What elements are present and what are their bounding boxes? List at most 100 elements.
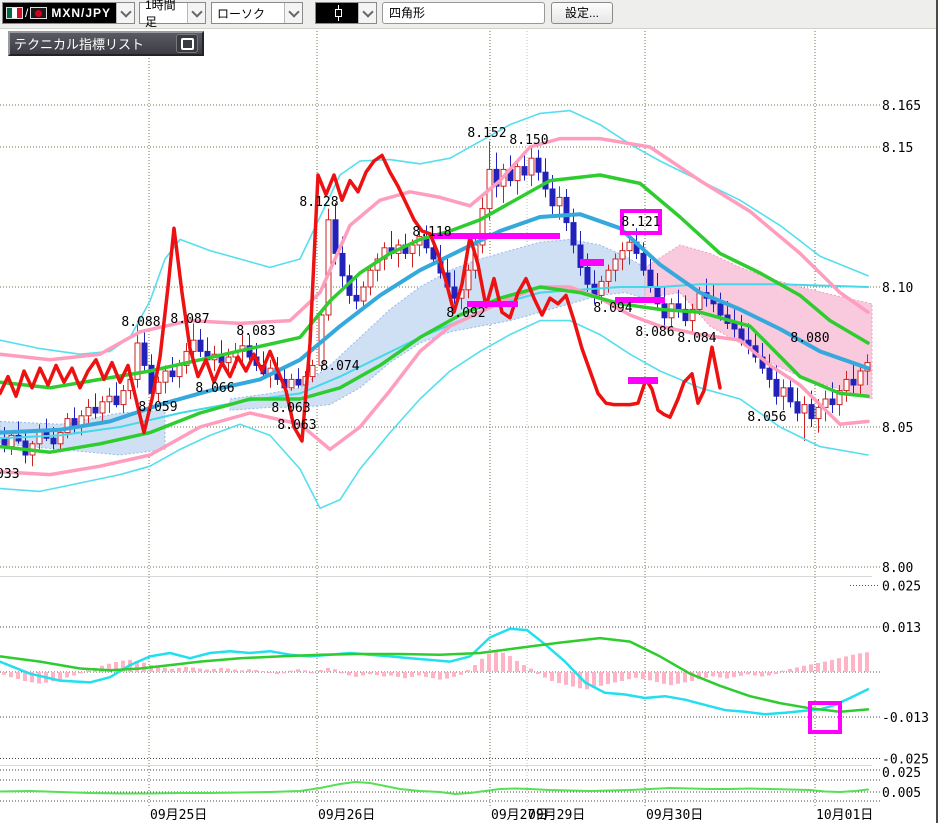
candle	[295, 378, 302, 386]
drawn-horizontal-bar[interactable]	[467, 301, 518, 307]
candle	[451, 286, 458, 299]
annotation-label: 8.083	[236, 324, 275, 339]
macd-histogram	[2, 651, 869, 690]
svg-text:09月29日: 09月29日	[528, 808, 585, 823]
currency-pair-value: MXN/JPY	[51, 6, 112, 20]
candle	[409, 244, 416, 254]
price-annotations: 8.033 8.088 8.059 8.087 8.083 8.066 8.063 8.063…	[0, 126, 830, 482]
candle	[176, 364, 183, 378]
candle	[815, 406, 822, 420]
candle	[640, 252, 647, 271]
svg-text:09月25日: 09月25日	[150, 808, 207, 823]
restore-button[interactable]	[176, 34, 198, 53]
candle	[829, 398, 836, 406]
panel-title: テクニカル指標リスト	[14, 37, 145, 52]
svg-text:0.025: 0.025	[882, 766, 921, 781]
macd-gridlines	[0, 585, 880, 759]
shape-name-field[interactable]: 四角形	[382, 2, 545, 24]
settings-button[interactable]: 設定...	[551, 2, 613, 24]
candle	[353, 294, 360, 302]
candle	[332, 219, 339, 254]
svg-text:8.15: 8.15	[882, 141, 913, 156]
drawn-rectangle[interactable]	[808, 701, 842, 734]
chart-type-chevron-down-icon[interactable]	[284, 3, 302, 23]
candle	[113, 395, 120, 406]
candle	[225, 356, 232, 364]
drawn-horizontal-bar[interactable]	[628, 377, 658, 384]
candle	[787, 387, 794, 403]
annotation-label: 8.059	[138, 400, 177, 415]
chart-type-select[interactable]: ローソク	[211, 2, 303, 24]
drawing-tool-select[interactable]	[315, 2, 377, 24]
sub-gridlines	[0, 769, 880, 802]
macd-line-line	[0, 627, 870, 716]
candle	[99, 401, 106, 414]
svg-text:0.025: 0.025	[882, 580, 921, 595]
drawn-horizontal-bar[interactable]	[615, 297, 665, 303]
ma-cyan-mid-line	[0, 283, 869, 440]
svg-text:09月30日: 09月30日	[646, 808, 703, 823]
candle	[288, 378, 295, 389]
drawn-rectangle[interactable]	[620, 209, 662, 235]
timeframe-value: 1時間足	[145, 0, 176, 29]
band-pink-upper-line	[0, 136, 870, 362]
candle	[521, 166, 528, 176]
candlestick-icon	[334, 5, 343, 21]
currency-pair-select[interactable]: / MXN/JPY	[2, 2, 135, 24]
candle	[717, 303, 724, 316]
chart-type-value: ローソク	[217, 6, 266, 21]
annotation-label: 8.118	[412, 225, 451, 240]
candle	[493, 168, 500, 187]
band-green-upper-line	[0, 173, 870, 390]
candle	[57, 432, 64, 445]
candle	[626, 241, 633, 252]
user-drawings[interactable]	[433, 209, 842, 734]
candle	[106, 395, 113, 403]
candle	[577, 244, 584, 268]
drawn-horizontal-bar[interactable]	[433, 233, 560, 239]
ma-blue-thick-line	[0, 212, 870, 435]
drawn-horizontal-bar[interactable]	[580, 259, 604, 266]
annotation-label: 8.074	[320, 359, 359, 374]
svg-text:09月26日: 09月26日	[318, 808, 375, 823]
timeframe-chevron-down-icon[interactable]	[187, 3, 205, 23]
red-zigzag-line	[0, 153, 722, 443]
restore-icon	[180, 37, 194, 50]
drawing-tool-chevron-down-icon[interactable]	[358, 3, 376, 23]
candle	[514, 166, 521, 182]
band-cyan-lower-line	[0, 319, 869, 509]
candle	[134, 342, 141, 380]
candle	[675, 303, 682, 310]
svg-text:-0.013: -0.013	[882, 711, 929, 726]
candle	[766, 367, 773, 380]
svg-text:0.005: 0.005	[882, 786, 921, 801]
annotation-label: 8.121	[621, 215, 660, 230]
band-pink-lower-line	[0, 285, 870, 477]
candle	[619, 250, 626, 260]
price-axis-labels: 8.165 8.15 8.10 8.05 8.00 0.025 0.013 -0.013 -0.…	[882, 99, 929, 801]
candle	[850, 378, 857, 386]
svg-text:09月27日: 09月27日	[491, 808, 548, 823]
annotation-label: 8.150	[509, 133, 548, 148]
candle	[528, 157, 535, 176]
candle	[246, 345, 253, 358]
candle	[647, 269, 654, 288]
svg-text:-0.025: -0.025	[882, 753, 929, 768]
annotation-label: 8.094	[593, 301, 632, 316]
annotation-label: 8.063	[271, 401, 310, 416]
annotation-label: 8.152	[467, 126, 506, 141]
timeframe-select[interactable]: 1時間足	[139, 0, 206, 29]
cloud-pink-right	[644, 244, 873, 400]
candle	[801, 404, 808, 414]
mexico-flag-icon	[6, 7, 23, 19]
candle	[479, 208, 486, 246]
pair-chevron-down-icon[interactable]	[116, 3, 134, 23]
svg-text:8.05: 8.05	[882, 421, 913, 436]
candle	[836, 390, 843, 406]
candle	[773, 378, 780, 397]
candle	[169, 370, 176, 378]
technical-indicator-list-panel[interactable]: テクニカル指標リスト	[8, 31, 204, 56]
macd-signal-line	[0, 636, 870, 714]
